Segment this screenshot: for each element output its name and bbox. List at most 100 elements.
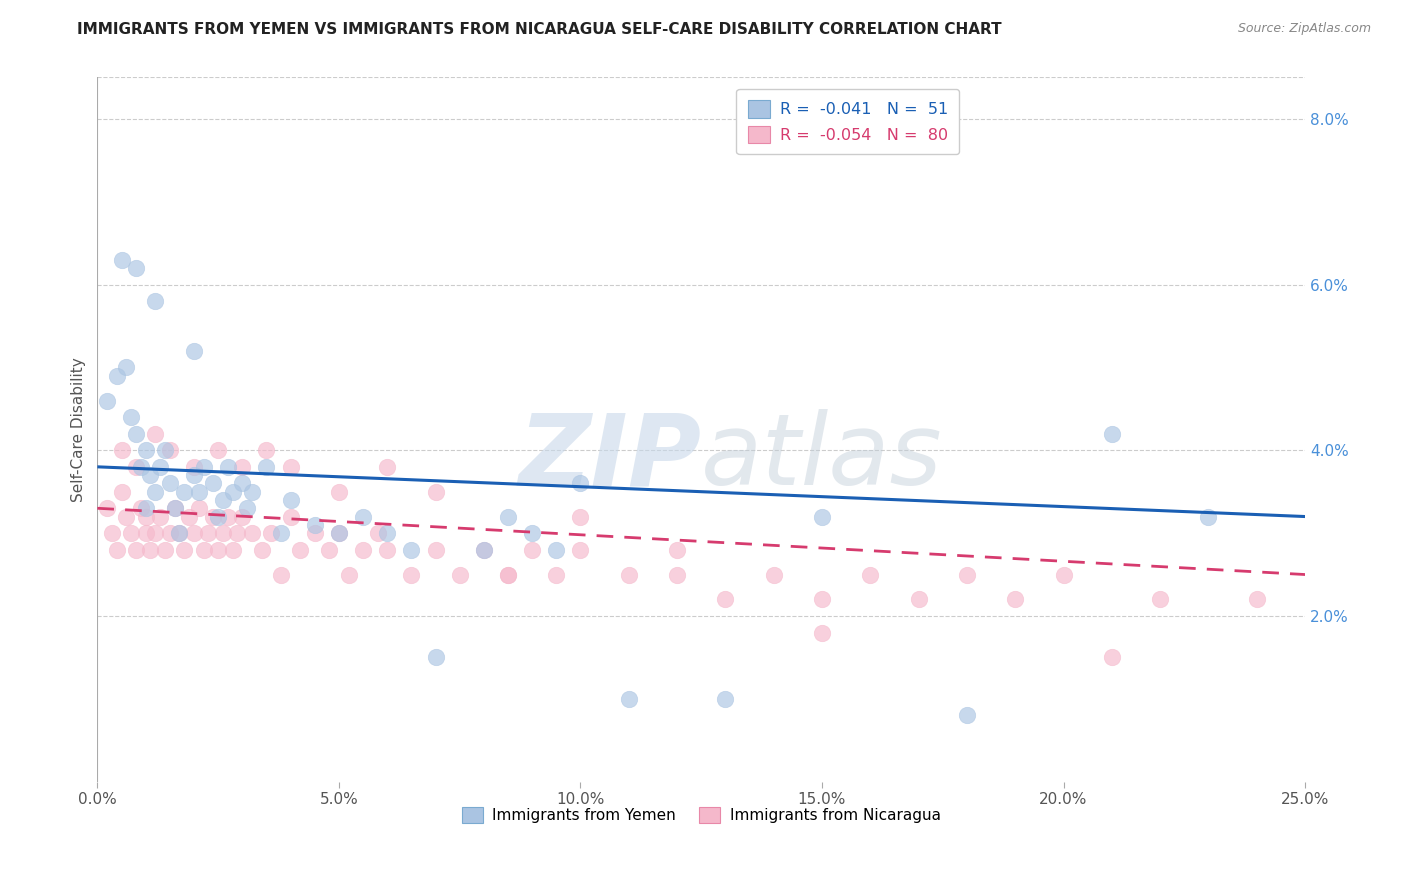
Point [240, 526, 263, 541]
Point [1246, 592, 1268, 607]
Point [202, 476, 225, 491]
Point [250, 542, 273, 557]
Point [149, 459, 172, 474]
Point [183, 343, 205, 358]
Point [173, 484, 195, 499]
Point [120, 526, 142, 541]
Point [149, 509, 172, 524]
Point [212, 526, 235, 541]
Point [240, 484, 263, 499]
Point [105, 542, 128, 557]
Point [202, 509, 225, 524]
Point [217, 459, 239, 474]
Point [569, 476, 592, 491]
Point [187, 484, 209, 499]
Point [811, 625, 834, 640]
Point [207, 509, 229, 524]
Point [135, 526, 157, 541]
Point [115, 360, 138, 375]
Point [569, 542, 592, 557]
Point [280, 459, 302, 474]
Point [569, 509, 592, 524]
Point [139, 468, 162, 483]
Point [236, 501, 259, 516]
Point [231, 509, 253, 524]
Point [270, 526, 292, 541]
Point [260, 526, 283, 541]
Point [546, 567, 568, 582]
Point [183, 459, 205, 474]
Point [101, 526, 124, 541]
Point [221, 542, 243, 557]
Point [125, 459, 148, 474]
Point [143, 526, 166, 541]
Point [859, 567, 882, 582]
Point [425, 650, 447, 665]
Legend: Immigrants from Yemen, Immigrants from Nicaragua: Immigrants from Yemen, Immigrants from N… [451, 796, 952, 834]
Point [666, 542, 689, 557]
Point [207, 443, 229, 458]
Point [153, 542, 176, 557]
Point [197, 526, 219, 541]
Text: atlas: atlas [702, 409, 943, 507]
Point [139, 542, 162, 557]
Point [1004, 592, 1026, 607]
Point [96, 393, 118, 408]
Point [110, 484, 132, 499]
Point [1052, 567, 1074, 582]
Point [159, 476, 181, 491]
Point [375, 526, 398, 541]
Point [270, 567, 292, 582]
Text: IMMIGRANTS FROM YEMEN VS IMMIGRANTS FROM NICARAGUA SELF-CARE DISABILITY CORRELAT: IMMIGRANTS FROM YEMEN VS IMMIGRANTS FROM… [77, 22, 1002, 37]
Point [115, 509, 138, 524]
Point [907, 592, 929, 607]
Point [143, 426, 166, 441]
Point [1101, 650, 1123, 665]
Point [129, 459, 152, 474]
Point [318, 542, 340, 557]
Point [337, 567, 360, 582]
Point [153, 443, 176, 458]
Y-axis label: Self-Care Disability: Self-Care Disability [72, 357, 86, 502]
Point [425, 542, 447, 557]
Point [352, 542, 374, 557]
Point [401, 567, 423, 582]
Point [956, 708, 979, 723]
Point [125, 426, 148, 441]
Point [762, 567, 785, 582]
Point [425, 484, 447, 499]
Point [496, 567, 519, 582]
Point [135, 443, 157, 458]
Point [290, 542, 312, 557]
Point [328, 526, 350, 541]
Point [96, 501, 118, 516]
Point [135, 501, 157, 516]
Point [546, 542, 568, 557]
Point [811, 592, 834, 607]
Point [159, 526, 181, 541]
Point [617, 567, 640, 582]
Point [328, 526, 350, 541]
Point [496, 509, 519, 524]
Point [110, 443, 132, 458]
Point [163, 501, 186, 516]
Point [193, 542, 215, 557]
Point [714, 691, 737, 706]
Point [193, 459, 215, 474]
Point [1149, 592, 1171, 607]
Point [714, 592, 737, 607]
Point [183, 526, 205, 541]
Point [520, 542, 543, 557]
Point [956, 567, 979, 582]
Point [135, 509, 157, 524]
Point [352, 509, 374, 524]
Point [125, 542, 148, 557]
Point [449, 567, 471, 582]
Point [254, 459, 277, 474]
Point [1198, 509, 1220, 524]
Point [367, 526, 389, 541]
Point [280, 509, 302, 524]
Point [280, 493, 302, 508]
Point [811, 509, 834, 524]
Text: ZIP: ZIP [519, 409, 702, 507]
